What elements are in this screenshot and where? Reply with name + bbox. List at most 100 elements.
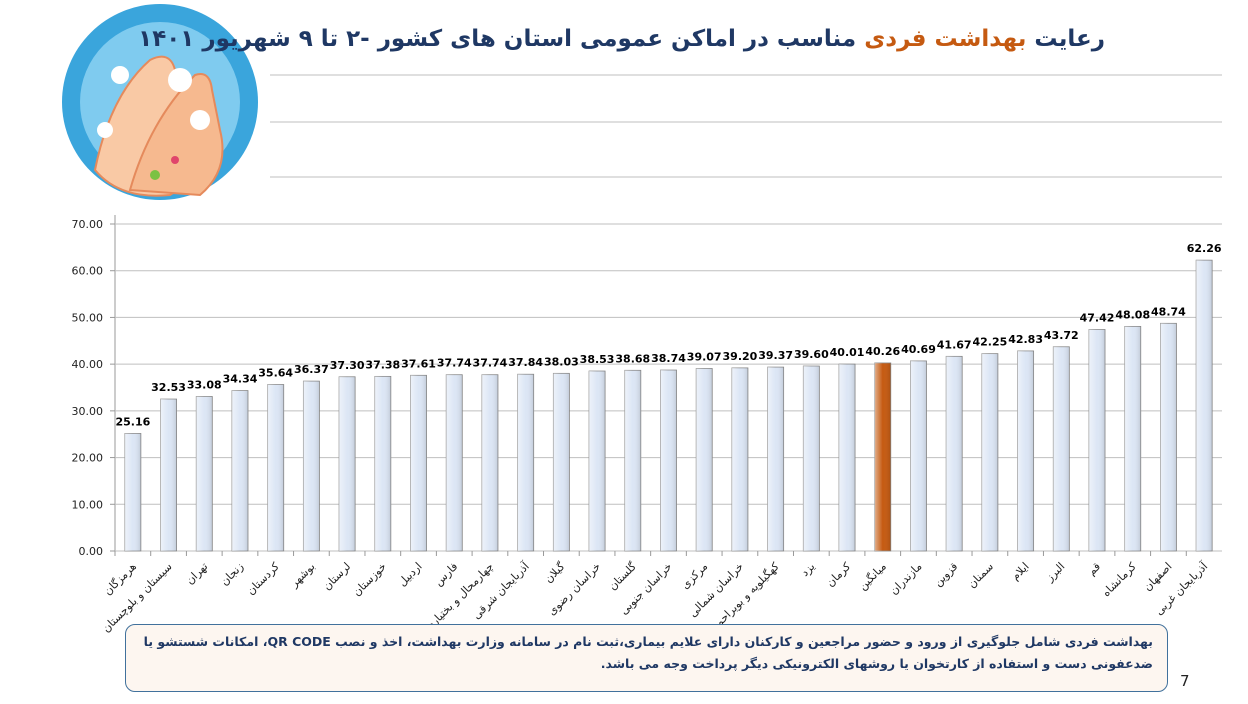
value-label: 34.34 <box>223 373 258 386</box>
value-label: 43.72 <box>1044 329 1079 342</box>
bar-shade <box>910 360 927 551</box>
note-line: بهداشت فردی شامل جلوگیری از ورود و حضور … <box>143 634 1153 649</box>
bar-shade <box>267 384 284 551</box>
bar-shade <box>589 371 606 551</box>
page-number: 7 <box>1180 672 1190 690</box>
x-tick-label: لرستان <box>320 560 353 593</box>
y-tick-label: 70.00 <box>72 218 104 231</box>
value-label: 32.53 <box>151 381 186 394</box>
value-label: 37.38 <box>365 358 400 371</box>
value-label: 39.60 <box>794 348 829 361</box>
title-part: بهداشت فردی <box>864 26 1027 52</box>
bar-shade <box>1160 323 1177 551</box>
x-tick-label: البرز <box>1043 560 1068 585</box>
value-label: 37.30 <box>330 359 365 372</box>
value-label: 38.74 <box>651 352 686 365</box>
y-tick-label: 50.00 <box>72 311 104 324</box>
value-label: 40.69 <box>901 343 936 356</box>
x-tick-label: زنجان <box>218 560 246 588</box>
x-tick-label: تهران <box>183 560 210 587</box>
bar-shade <box>696 368 713 551</box>
x-tick-label: فارس <box>432 560 461 589</box>
y-tick-label: 60.00 <box>72 265 104 278</box>
x-tick-label: کرمان <box>824 559 854 589</box>
x-tick-label: یزد <box>798 560 817 579</box>
x-tick-label: کردستان <box>244 559 282 597</box>
bar-shade <box>339 376 356 551</box>
y-tick-label: 0.00 <box>79 545 104 558</box>
value-label: 33.08 <box>187 378 222 391</box>
note-line: ضدعفونی دست و استفاده از کارتخوان یا روش… <box>600 656 1153 671</box>
value-label: 38.03 <box>544 355 579 368</box>
bar-shade <box>946 356 963 551</box>
bar-shade <box>874 362 891 551</box>
value-label: 42.25 <box>972 336 1007 349</box>
value-label: 48.08 <box>1115 308 1150 321</box>
bar-shade <box>410 375 427 551</box>
bar-shade <box>374 376 391 551</box>
y-tick-label: 30.00 <box>72 405 104 418</box>
x-tick-label: مازندران <box>887 560 924 597</box>
value-label: 39.07 <box>687 350 722 363</box>
x-tick-label: قم <box>1085 560 1103 578</box>
decor-lines <box>270 74 1222 178</box>
bar-shade <box>124 433 141 551</box>
x-tick-label: اردبیل <box>396 560 425 589</box>
bar-shade <box>1017 350 1034 551</box>
bar-shade <box>767 367 784 551</box>
bar-shade <box>839 364 856 551</box>
x-tick-label: قزوین <box>931 560 960 589</box>
x-tick-label: کهگیلویه و بویراحمد <box>709 559 782 632</box>
value-label: 40.01 <box>830 346 865 359</box>
value-label: 38.68 <box>615 352 650 365</box>
x-tick-label: ایلام <box>1009 560 1032 583</box>
y-tick-label: 40.00 <box>72 358 104 371</box>
value-label: 62.26 <box>1187 242 1222 255</box>
bar-shade <box>446 374 463 551</box>
value-label: 35.64 <box>258 367 293 380</box>
x-tick-label: میانگین <box>856 560 889 593</box>
note-box: بهداشت فردی شامل جلوگیری از ورود و حضور … <box>125 624 1168 692</box>
bar-shade <box>1124 326 1141 551</box>
value-label: 37.84 <box>508 356 543 369</box>
bar-shade <box>160 399 177 551</box>
bar-shade <box>1088 329 1106 551</box>
bar-shade <box>981 353 998 551</box>
bar-shade <box>553 373 570 551</box>
bar-shade <box>1053 346 1070 551</box>
x-tick-label: مرکزی <box>679 560 711 592</box>
title-part: رعایت <box>1026 26 1105 52</box>
value-label: 37.61 <box>401 357 436 370</box>
value-label: 25.16 <box>115 415 150 428</box>
x-tick-label: کرمانشاه <box>1100 559 1140 599</box>
y-tick-label: 10.00 <box>72 498 104 511</box>
value-label: 39.37 <box>758 349 793 362</box>
title-part: مناسب در اماکن عمومی استان های کشور -۲ ت… <box>138 26 865 52</box>
illustration <box>62 4 258 200</box>
bar-shade <box>517 374 534 551</box>
value-label: 37.74 <box>437 357 472 370</box>
x-tick-label: گلستان <box>606 559 639 592</box>
x-tick-label: گیلان <box>542 559 568 585</box>
bar-shade <box>660 370 677 551</box>
y-tick-label: 20.00 <box>72 452 104 465</box>
bar-shade <box>731 367 748 551</box>
x-tick-label: سمنان <box>965 560 996 591</box>
value-label: 47.42 <box>1080 311 1115 324</box>
bar-shade <box>303 381 320 551</box>
x-tick-label: بوشهر <box>287 560 317 590</box>
value-label: 36.37 <box>294 363 329 376</box>
chart-title: رعایت بهداشت فردی مناسب در اماکن عمومی ا… <box>138 26 1105 52</box>
value-label: 40.26 <box>865 345 900 358</box>
value-label: 38.53 <box>580 353 615 366</box>
value-label: 39.20 <box>723 350 758 363</box>
bar-shade <box>196 396 213 551</box>
x-tick-label: خوزستان <box>350 560 389 599</box>
value-label: 42.83 <box>1008 333 1043 346</box>
bar-shade <box>624 370 641 551</box>
bar-shade <box>231 390 249 551</box>
value-label: 41.67 <box>937 338 972 351</box>
bar-shade <box>481 374 498 551</box>
